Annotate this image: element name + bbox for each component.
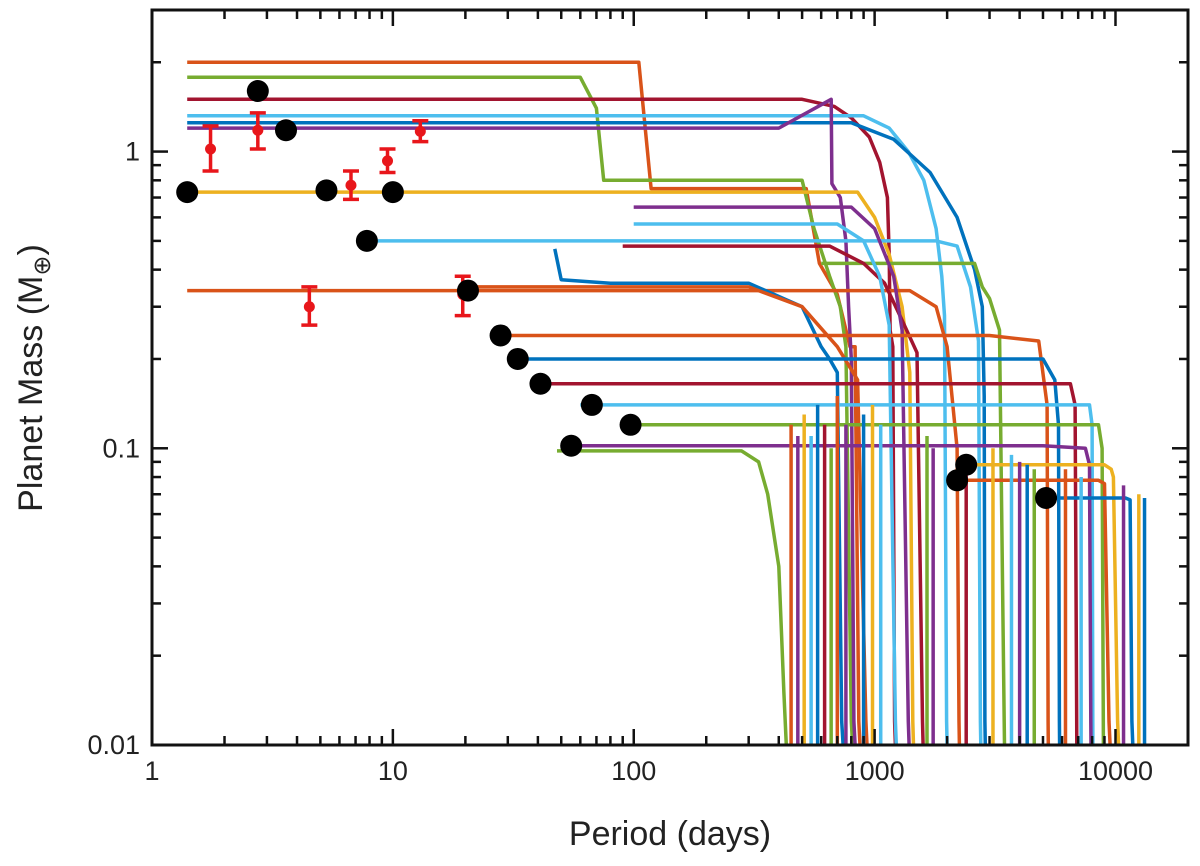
black-point-11: [560, 434, 583, 457]
series-line-24: [961, 478, 1112, 746]
series-line-18: [537, 382, 1079, 746]
x-axis-title: Period (days): [569, 815, 771, 853]
series-line-19: [580, 403, 1095, 746]
series-line-14: [633, 222, 899, 746]
red-errorbar-point-2: [249, 111, 266, 151]
black-point-6: [381, 181, 404, 204]
series-line-11: [821, 261, 1007, 746]
red-errorbar-point-4: [342, 169, 359, 202]
x-tick-label: 10: [378, 756, 408, 786]
series-line-4: [187, 114, 949, 746]
black-point-9: [506, 347, 529, 370]
black-point-7: [456, 279, 479, 302]
black-point-4: [315, 179, 338, 202]
series-line-25: [1043, 496, 1135, 746]
drop-lines: [789, 396, 1147, 745]
black-point-12: [580, 393, 603, 416]
series-line-10: [553, 248, 845, 746]
x-tick-label: 1: [144, 756, 159, 786]
plot-background: [152, 10, 1188, 745]
series-line-9: [187, 288, 962, 746]
plot-frame: [150, 8, 1190, 747]
black-point-2: [246, 80, 269, 103]
y-axis-title-close: ): [12, 244, 50, 255]
y-axis-title-subscript: ⊕: [29, 256, 56, 276]
y-axis-title: Planet Mass (M⊕): [12, 244, 56, 512]
series-line-5: [187, 121, 988, 746]
black-point-1: [176, 181, 199, 204]
series-line-23: [957, 463, 1121, 746]
series-line-22: [557, 449, 789, 746]
black-point-15: [955, 453, 978, 476]
red-errorbar-point-6: [412, 119, 429, 144]
red-errorbar-point-1: [202, 124, 219, 173]
black-point-3: [274, 119, 297, 142]
series-line-16: [500, 333, 1051, 746]
black-point-8: [489, 324, 512, 347]
series-line-6: [187, 97, 857, 746]
red-errorbar-point-3: [301, 285, 318, 327]
data-points: [176, 80, 1058, 509]
black-point-16: [1035, 486, 1058, 509]
y-tick-label: 1: [125, 137, 140, 167]
series-line-3: [187, 97, 898, 746]
x-tick-label: 1000: [845, 756, 905, 786]
series-line-13: [633, 205, 911, 746]
series-line-1: [187, 60, 862, 746]
y-tick-label: 0.1: [102, 433, 140, 463]
red-errorbar-point-5: [379, 147, 396, 175]
series-line-8: [369, 239, 983, 746]
x-tick-label: 100: [611, 756, 656, 786]
black-point-13: [619, 413, 642, 436]
series-line-21: [571, 443, 1093, 746]
black-point-5: [355, 229, 378, 252]
series-line-17: [517, 357, 1062, 746]
series-line-12: [622, 244, 925, 746]
series-line-15: [465, 285, 869, 746]
x-tick-label: 10000: [1078, 756, 1153, 786]
series-line-20: [628, 423, 1106, 746]
y-axis-title-main: Planet Mass (M: [12, 276, 50, 512]
y-tick-label: 0.01: [87, 730, 140, 760]
black-point-10: [529, 372, 552, 395]
series-layer: [187, 60, 1135, 746]
tick-labels: 1 10 100 1000 10000 0.01 0.1 1: [87, 137, 1153, 786]
